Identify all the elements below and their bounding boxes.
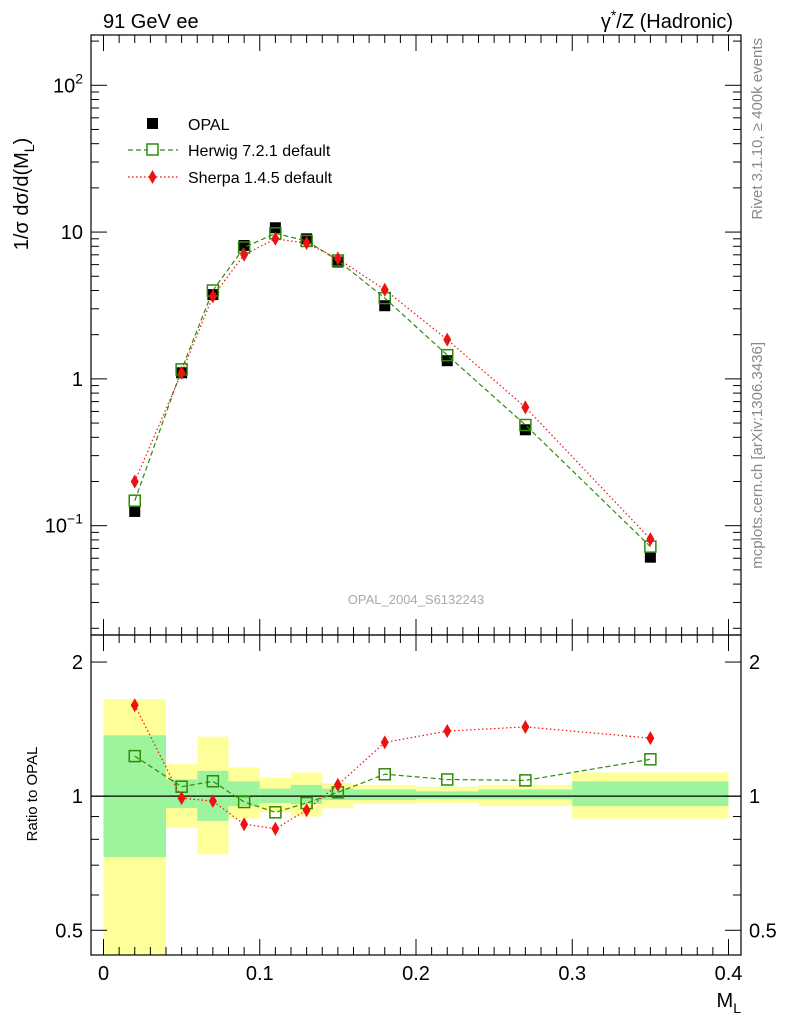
ratio-band-inner bbox=[353, 789, 416, 801]
main-sherpa-point bbox=[443, 332, 452, 347]
ratio-y-axis-title: Ratio to OPAL bbox=[24, 747, 41, 842]
ratio-y-tick-label-right: 2 bbox=[749, 652, 760, 674]
legend-sherpa-marker bbox=[148, 170, 157, 184]
ratio-band-inner bbox=[322, 788, 354, 801]
ratio-sherpa-point bbox=[302, 803, 311, 818]
main-opal-point bbox=[129, 505, 141, 517]
ratio-herwig-point bbox=[269, 806, 282, 819]
ratio-y-tick-label-right: 0.5 bbox=[749, 920, 777, 942]
ratio-band-inner bbox=[478, 789, 573, 800]
ratio-herwig-point bbox=[128, 749, 141, 763]
ratio-sherpa-point bbox=[208, 794, 217, 809]
ratio-panel: 0.5 0.5 1 1 2 2 0 0.1 0.2 0.3 0.4 Ratio to OPAL M… bbox=[24, 634, 777, 1016]
ratio-sherpa-point bbox=[240, 817, 249, 832]
main-opal-point bbox=[379, 300, 391, 312]
main-y-tick-label: 10−1 bbox=[45, 511, 83, 538]
ratio-herwig-point bbox=[644, 753, 657, 766]
x-axis-title: ML bbox=[717, 990, 742, 1016]
ratio-y-tick-label: 1 bbox=[72, 786, 83, 808]
legend-entry-opal: OPAL bbox=[147, 117, 230, 134]
legend: OPAL Herwig 7.2.1 default Sherpa 1.4.5 d… bbox=[128, 117, 333, 187]
main-sherpa-point bbox=[646, 532, 655, 547]
main-sherpa-point bbox=[271, 231, 280, 246]
main-herwig-point bbox=[128, 494, 141, 507]
rivet-label: Rivet 3.1.10, ≥ 400k events bbox=[749, 38, 766, 220]
ratio-herwig-point bbox=[441, 773, 454, 786]
ratio-sherpa-point bbox=[177, 791, 186, 806]
ratio-sherpa-point bbox=[443, 724, 452, 739]
main-sherpa-point bbox=[333, 251, 342, 266]
ratio-frame bbox=[90, 634, 742, 956]
main-sherpa-point bbox=[177, 365, 186, 380]
main-herwig-point bbox=[441, 348, 454, 362]
main-sherpa-point bbox=[521, 400, 530, 415]
x-tick-label: 0.4 bbox=[715, 963, 743, 985]
ratio-herwig-point bbox=[206, 775, 220, 788]
main-y-axis-title: 1/σ dσ/d(ML) bbox=[11, 138, 37, 251]
ratio-sherpa-point bbox=[130, 698, 139, 713]
main-y-tick-label: 1 bbox=[72, 369, 83, 391]
ratio-band-inner bbox=[572, 781, 729, 807]
main-opal-point bbox=[238, 240, 250, 252]
main-sherpa-point bbox=[240, 247, 249, 262]
main-sherpa-point bbox=[130, 474, 139, 489]
x-tick-label: 0.2 bbox=[402, 963, 430, 985]
ratio-herwig-point bbox=[378, 767, 391, 781]
ratio-band-inner bbox=[228, 781, 260, 807]
ratio-band-inner bbox=[291, 784, 323, 805]
ratio-sherpa-point bbox=[271, 821, 280, 836]
x-tick-label: 0 bbox=[98, 963, 109, 985]
header-left: 91 GeV ee bbox=[103, 11, 199, 33]
main-opal-point bbox=[644, 551, 656, 563]
ratio-herwig-point bbox=[519, 774, 532, 787]
ratio-y-tick-label-right: 1 bbox=[749, 786, 760, 808]
legend-opal-marker bbox=[147, 118, 158, 129]
header-right: γ*/Z (Hadronic) bbox=[601, 7, 733, 33]
ratio-sherpa-line bbox=[134, 704, 651, 830]
ratio-sherpa-point bbox=[333, 777, 342, 792]
main-sherpa-point bbox=[380, 282, 389, 297]
ratio-sherpa-point bbox=[380, 735, 389, 750]
legend-entry-sherpa: Sherpa 1.4.5 default bbox=[128, 170, 333, 187]
ratio-sherpa-point bbox=[646, 731, 655, 746]
main-y-tick-label: 102 bbox=[53, 70, 83, 97]
ratio-herwig-point bbox=[237, 795, 251, 809]
x-tick-label: 0.1 bbox=[246, 963, 274, 985]
x-tick-label: 0.3 bbox=[558, 963, 586, 985]
main-y-tick-label: 10 bbox=[61, 222, 83, 244]
main-sherpa-point bbox=[208, 289, 217, 304]
mcplots-label: mcplots.cern.ch [arXiv:1306.3436] bbox=[749, 342, 766, 569]
main-sherpa-line bbox=[134, 238, 651, 540]
watermark: OPAL_2004_S6132243 bbox=[348, 592, 484, 607]
legend-sherpa-label: Sherpa 1.4.5 default bbox=[188, 170, 333, 187]
ratio-herwig-line bbox=[134, 755, 651, 813]
ratio-sherpa-point bbox=[521, 719, 530, 734]
legend-herwig-marker bbox=[146, 143, 159, 156]
main-panel: 10−1 1 10 102 1/σ dσ/d(ML) OPAL_2004_S61322… bbox=[11, 34, 742, 636]
legend-opal-label: OPAL bbox=[188, 117, 230, 134]
main-herwig-line bbox=[134, 232, 651, 548]
legend-herwig-label: Herwig 7.2.1 default bbox=[188, 143, 331, 160]
main-herwig-point bbox=[519, 418, 532, 432]
ratio-y-tick-label: 2 bbox=[72, 652, 83, 674]
ratio-y-tick-label: 0.5 bbox=[55, 920, 83, 942]
ratio-band-inner bbox=[416, 791, 479, 800]
legend-entry-herwig: Herwig 7.2.1 default bbox=[128, 143, 331, 160]
main-sherpa-point bbox=[302, 236, 311, 251]
